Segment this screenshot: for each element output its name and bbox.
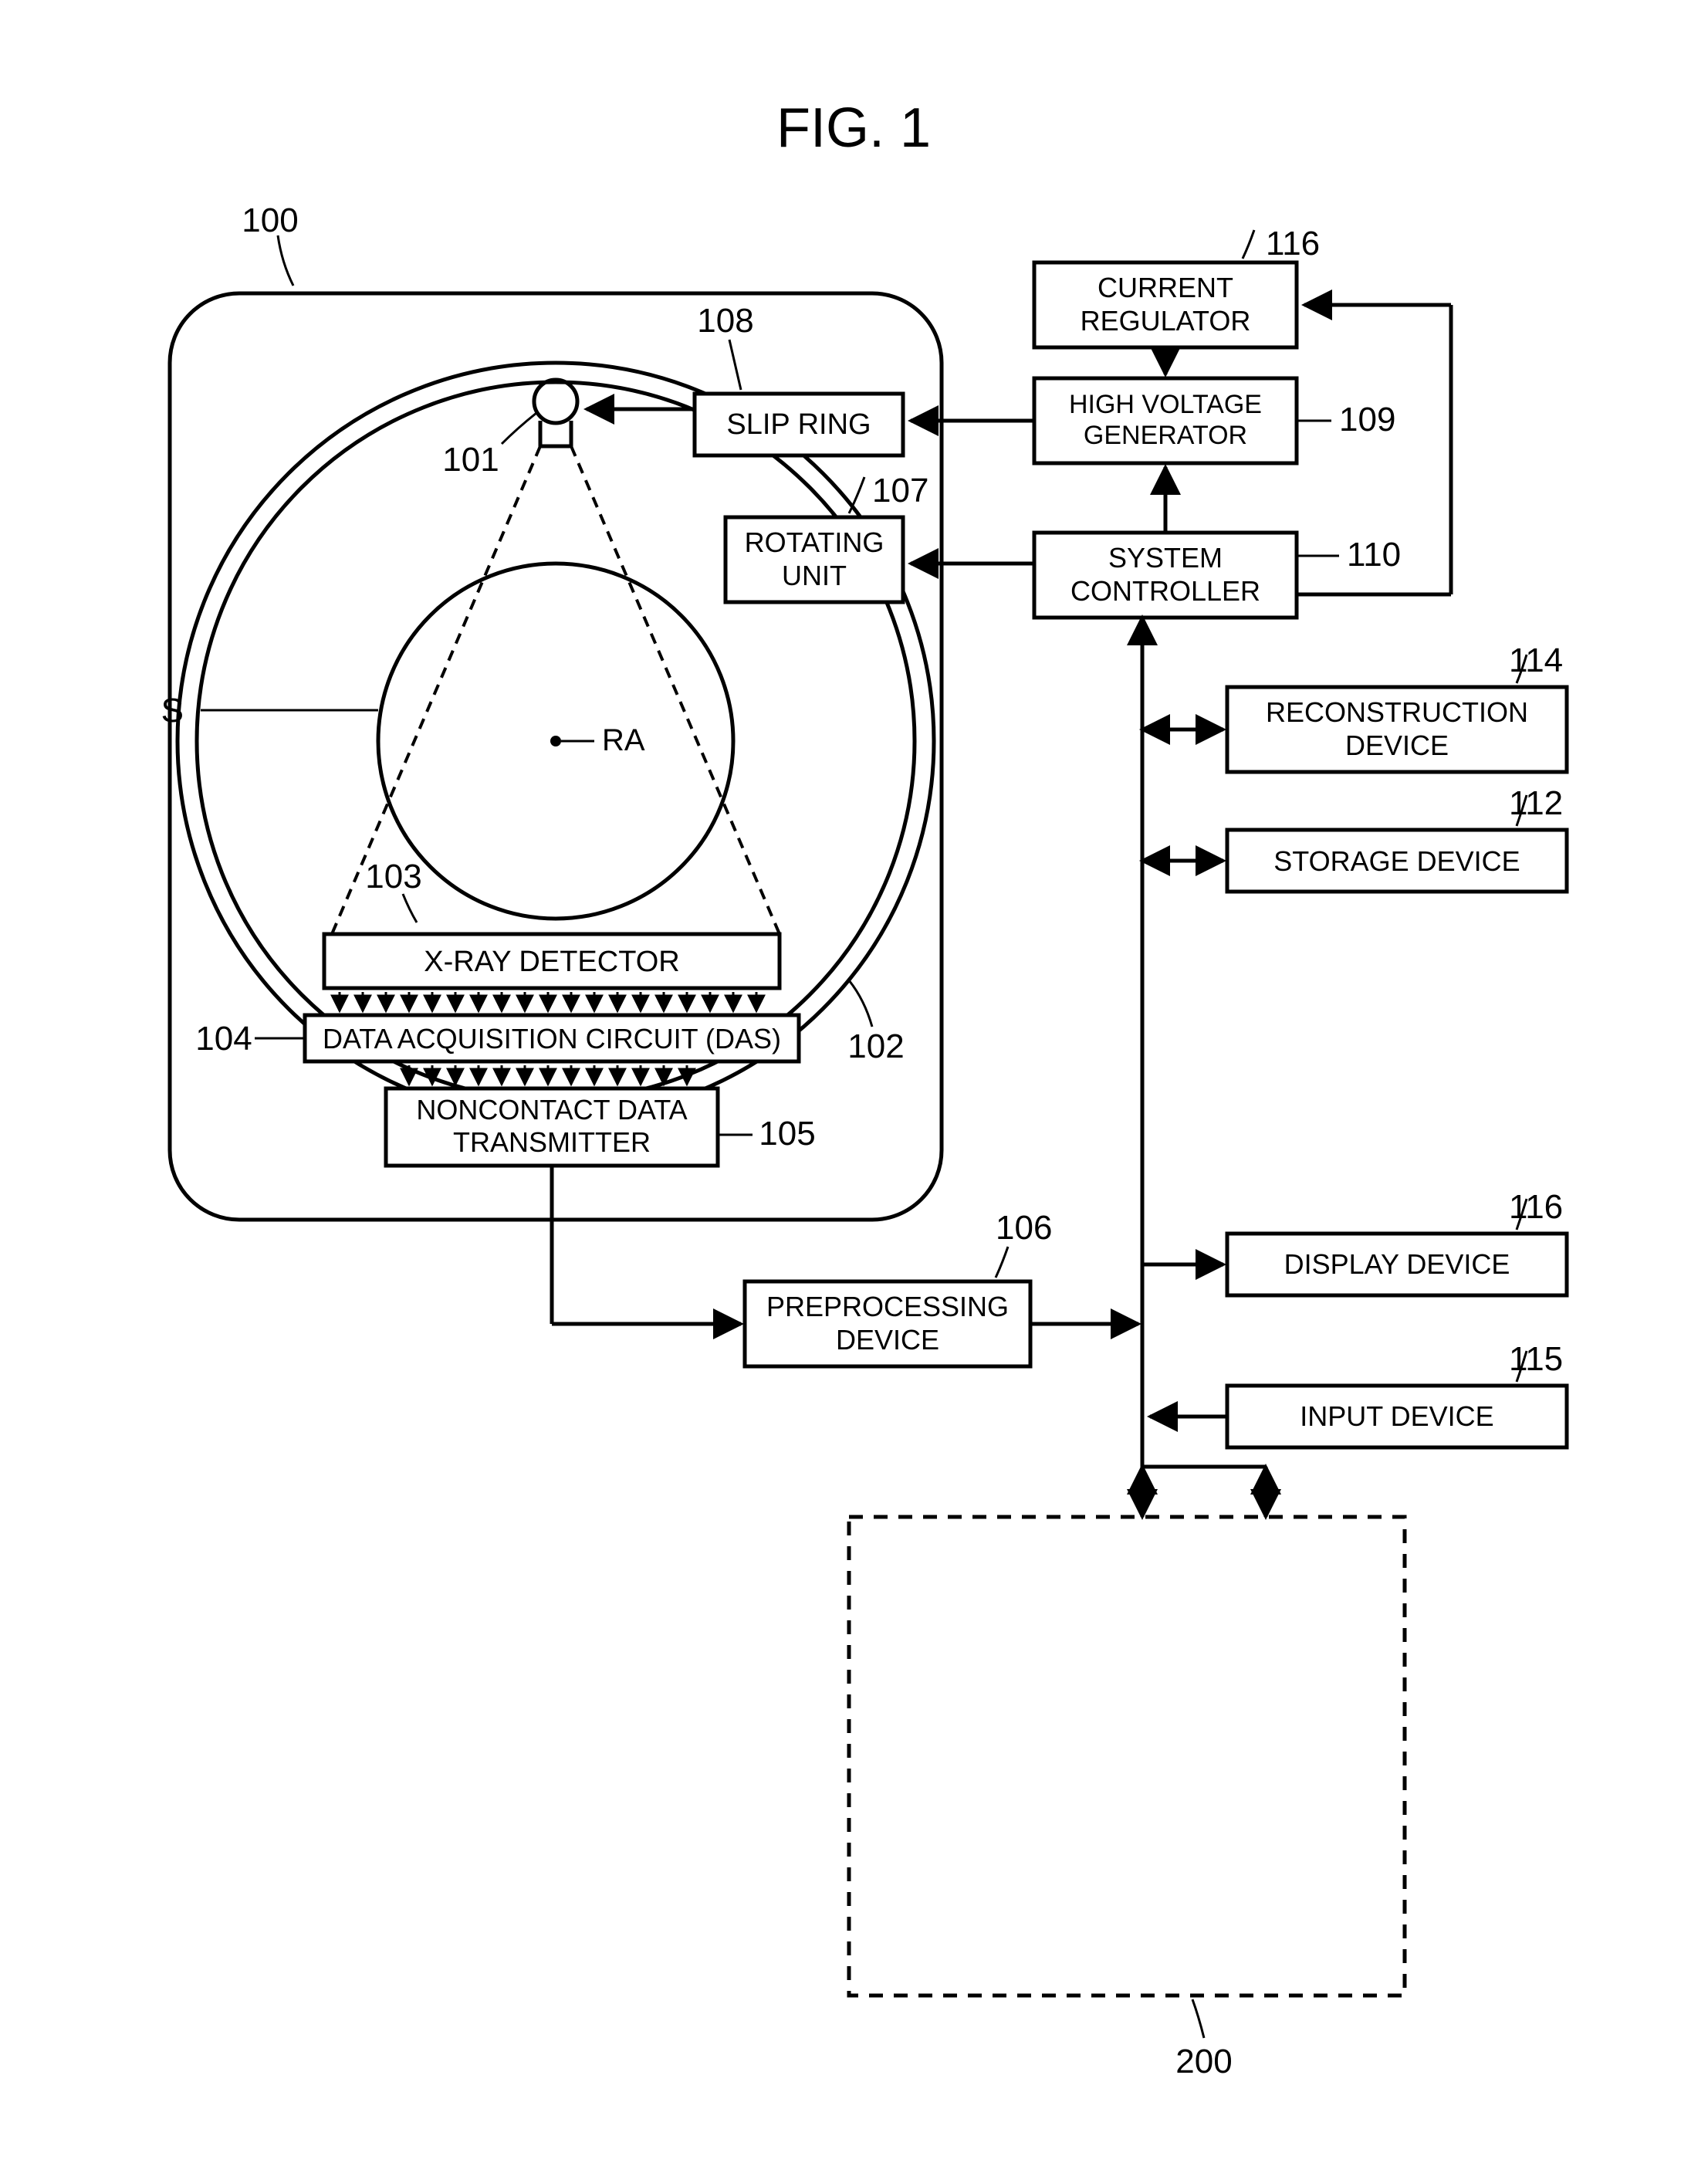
storage-ref: 112: [1509, 784, 1563, 822]
das-ref: 104: [195, 1020, 252, 1058]
hvg-label2: GENERATOR: [1084, 421, 1247, 450]
current-reg-ref: 116: [1266, 225, 1320, 262]
figure-title: FIG. 1: [776, 97, 931, 159]
diagram-canvas: FIG. 1 100 102 S RA 101 X-RAY DETECTOR 1…: [0, 0, 1708, 2180]
display-ref: 116: [1509, 1188, 1563, 1226]
current-reg-label2: REGULATOR: [1081, 305, 1251, 337]
subject-label: S: [161, 692, 184, 729]
dashed-box-ref: 200: [1175, 2043, 1232, 2080]
recon-label1: RECONSTRUCTION: [1266, 696, 1528, 728]
transmitter-label2: TRANSMITTER: [453, 1126, 651, 1158]
recon-label2: DEVICE: [1345, 729, 1449, 761]
rotating-ring-ref: 102: [847, 1027, 904, 1065]
transmitter-ref: 105: [759, 1115, 815, 1153]
detector-ref: 103: [365, 858, 421, 895]
input-label: INPUT DEVICE: [1300, 1400, 1493, 1432]
input-ref: 115: [1509, 1340, 1563, 1378]
sys-ctrl-label1: SYSTEM: [1108, 542, 1223, 574]
rotating-unit-label1: ROTATING: [745, 526, 884, 558]
transmitter-label1: NONCONTACT DATA: [416, 1094, 687, 1126]
recon-ref: 114: [1509, 641, 1563, 679]
slip-ring-ref: 108: [697, 302, 753, 340]
xray-source-ref: 101: [442, 441, 499, 479]
storage-label: STORAGE DEVICE: [1273, 845, 1520, 877]
xray-source: [534, 380, 577, 446]
gantry-ref: 100: [242, 201, 298, 239]
das-label: DATA ACQUISITION CIRCUIT (DAS): [323, 1023, 781, 1054]
preprocessing-label1: PREPROCESSING: [766, 1291, 1009, 1322]
preprocessing-ref: 106: [996, 1209, 1052, 1247]
hvg-ref: 109: [1339, 401, 1395, 438]
detector-label: X-RAY DETECTOR: [424, 946, 680, 978]
sys-ctrl-label2: CONTROLLER: [1070, 575, 1260, 607]
current-reg-label1: CURRENT: [1098, 272, 1233, 303]
dashed-box: [849, 1517, 1405, 1996]
slip-ring-label: SLIP RING: [726, 408, 871, 441]
hvg-label1: HIGH VOLTAGE: [1069, 390, 1262, 419]
display-label: DISPLAY DEVICE: [1284, 1248, 1510, 1280]
preprocessing-label2: DEVICE: [836, 1324, 939, 1356]
center-label: RA: [602, 723, 645, 757]
sys-ctrl-ref: 110: [1347, 536, 1401, 574]
rotating-unit-label2: UNIT: [782, 560, 847, 591]
rotating-unit-ref: 107: [872, 472, 928, 509]
